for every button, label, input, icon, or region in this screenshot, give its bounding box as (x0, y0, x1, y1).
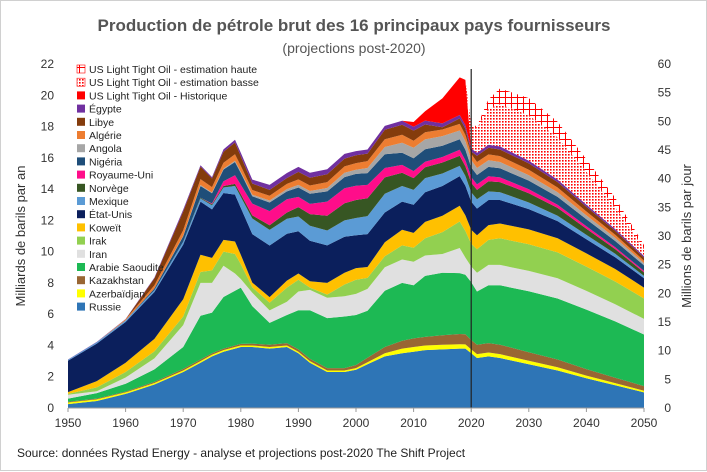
y2-tick-label: 30 (658, 229, 672, 243)
area-iran (68, 248, 644, 399)
y-tick-label: 16 (41, 151, 55, 165)
y2-tick-label: 55 (658, 86, 672, 100)
legend-label-royaume-uni: Royaume-Uni (89, 170, 153, 182)
legend-swatch-nigeria (77, 157, 85, 166)
x-tick-label: 1970 (170, 416, 197, 430)
legend-label-angola: Angola (89, 143, 122, 155)
legend-swatch-iran (77, 249, 85, 258)
y-tick-label: 14 (41, 182, 55, 196)
y2-tick-label: 10 (658, 344, 672, 358)
legend-label-russie: Russie (89, 302, 121, 314)
y-tick-label: 2 (47, 370, 54, 384)
legend-label-algerie: Algérie (89, 130, 122, 142)
legend-swatch-arabie-saoudite (77, 263, 85, 271)
area-etat-unis (68, 176, 644, 393)
chart-title: Production de pétrole brut des 16 princi… (98, 16, 611, 35)
legend-swatch-us-light-tight-oil-historique (77, 91, 85, 100)
y-axis-ticks: 0 2 4 6 8 10 12 14 16 18 20 22 (41, 57, 55, 415)
legend-swatch-us-light-tight-oil-estimation-haute (76, 64, 86, 74)
x-tick-label: 1990 (285, 416, 312, 430)
legend-label-mexique: Mexique (89, 196, 129, 208)
x-axis-ticks: 1950 1960 1970 1980 1990 2000 2010 2020 2030 2040… (55, 408, 658, 430)
legend-label-us-light-tight-oil-estimation-haute: US Light Tight Oil - estimation haute (89, 64, 257, 76)
x-tick-label: 1960 (112, 416, 139, 430)
y-tick-label: 8 (47, 276, 54, 290)
x-tick-label: 2010 (400, 416, 427, 430)
y-tick-label: 0 (47, 401, 54, 415)
legend-swatch-koweit (77, 223, 85, 232)
area-arabie-saoudite (68, 272, 644, 402)
legend-swatch-libye (77, 117, 85, 126)
area-irak (68, 221, 644, 395)
legend-label-norvege: Norvège (89, 183, 129, 195)
y-tick-label: 12 (41, 213, 55, 227)
area-royaume-uni (68, 149, 644, 360)
legend-swatch-irak (77, 236, 85, 245)
legend-label-egypte: Égypte (89, 103, 122, 116)
y-tick-label: 6 (47, 307, 54, 321)
y-tick-label: 20 (41, 88, 55, 102)
chart-subtitle: (projections post-2020) (282, 40, 425, 56)
legend-swatch-mexique (77, 197, 85, 205)
x-tick-label: 2040 (573, 416, 600, 430)
legend-swatch-kazakhstan (77, 276, 85, 285)
x-tick-label: 2020 (458, 416, 485, 430)
y-tick-label: 4 (47, 338, 54, 352)
x-tick-label: 1950 (55, 416, 82, 430)
x-tick-label: 1980 (227, 416, 254, 430)
area-russie (68, 347, 644, 408)
y-tick-label: 10 (41, 245, 55, 259)
y2-axis-label: Millions de barils par jour (679, 163, 694, 307)
y2-tick-label: 35 (658, 200, 672, 214)
area-kazakhstan (68, 334, 644, 403)
legend-label-kazakhstan: Kazakhstan (89, 275, 144, 287)
legend: US Light Tight Oil - estimation hauteUS … (76, 64, 259, 314)
legend-label-iran: Iran (89, 249, 107, 261)
y-tick-label: 18 (41, 120, 55, 134)
y2-tick-label: 15 (658, 315, 672, 329)
legend-label-azerbaidjan: Azerbaïdjan (89, 288, 145, 300)
legend-label-us-light-tight-oil-historique: US Light Tight Oil - Historique (89, 90, 227, 102)
y2-tick-label: 40 (658, 172, 672, 186)
y2-tick-label: 60 (658, 57, 672, 71)
legend-swatch-angola (77, 144, 85, 153)
y2-tick-label: 5 (664, 372, 671, 386)
y-tick-label: 22 (41, 57, 55, 71)
source-note: Source: données Rystad Energy - analyse … (17, 446, 466, 460)
y2-axis-ticks: 0 5 10 15 20 25 30 35 40 45 50 55 60 (658, 57, 672, 415)
legend-swatch-algerie (77, 131, 85, 139)
legend-swatch-us-light-tight-oil-estimation-basse (76, 77, 86, 87)
legend-label-nigeria: Nigéria (89, 156, 122, 168)
y2-tick-label: 45 (658, 143, 672, 157)
legend-label-etat-unis: État-Unis (89, 208, 132, 221)
legend-swatch-russie (77, 302, 85, 311)
area-koweit (68, 205, 644, 394)
legend-swatch-norvege (77, 183, 85, 192)
x-tick-label: 2000 (343, 416, 370, 430)
x-tick-label: 2050 (631, 416, 658, 430)
legend-swatch-azerbaidjan (77, 289, 85, 298)
y2-tick-label: 50 (658, 114, 672, 128)
legend-swatch-etat-unis (77, 210, 85, 219)
area-libye (68, 118, 644, 360)
area-nigeria (68, 139, 644, 360)
y2-tick-label: 0 (664, 401, 671, 415)
legend-label-us-light-tight-oil-estimation-basse: US Light Tight Oil - estimation basse (89, 77, 259, 89)
legend-label-koweit: Koweït (89, 222, 121, 234)
legend-label-irak: Irak (89, 236, 107, 248)
legend-swatch-egypte (77, 104, 85, 113)
y2-tick-label: 25 (658, 258, 672, 272)
legend-label-libye: Libye (89, 117, 114, 129)
y2-tick-label: 20 (658, 286, 672, 300)
x-tick-label: 2030 (515, 416, 542, 430)
legend-swatch-royaume-uni (77, 170, 85, 179)
y-axis-label: Milliards de barils par an (13, 166, 28, 307)
legend-label-arabie-saoudite: Arabie Saoudite (89, 262, 164, 274)
area-layers (68, 77, 644, 408)
